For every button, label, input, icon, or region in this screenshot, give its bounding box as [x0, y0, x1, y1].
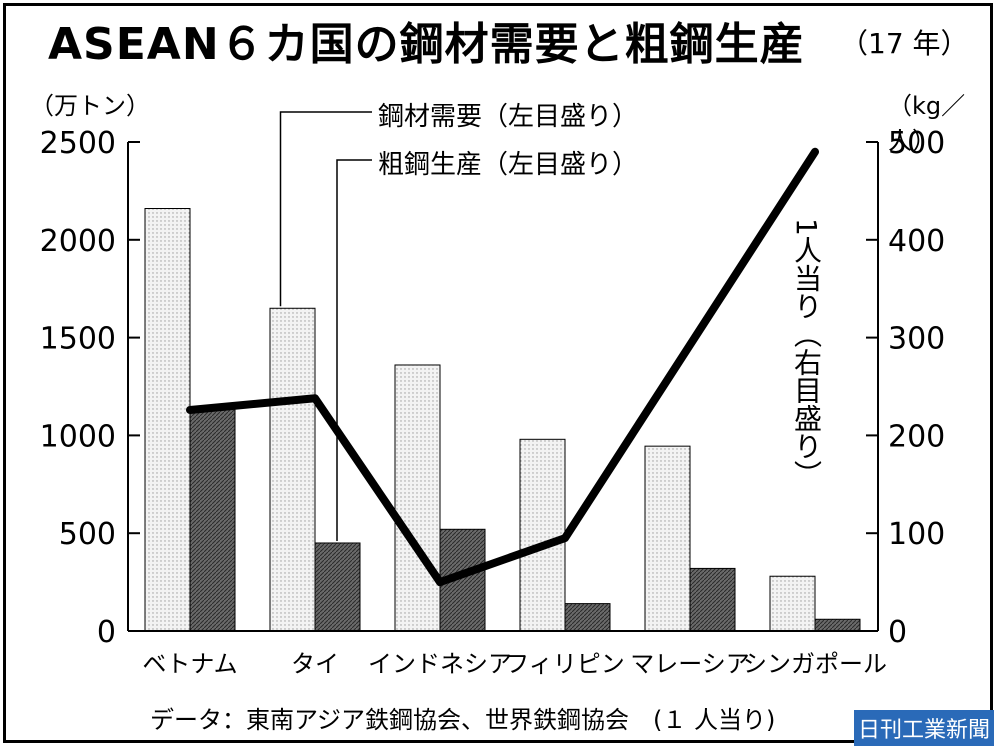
x-tick-label-2: インドネシア — [368, 650, 512, 678]
bar-demand-1 — [269, 307, 316, 632]
bar-production-5 — [814, 618, 861, 632]
bar-demand-3 — [519, 438, 566, 632]
publisher-credit: 日刊工業新聞 — [853, 710, 994, 746]
bar-production-4 — [689, 567, 736, 632]
left-tick-label-4: 2000 — [40, 224, 116, 259]
per-capita-line — [186, 147, 819, 587]
bar-demand-4 — [644, 445, 691, 632]
line-series-label: 1人当り（右目盛り） — [790, 218, 823, 488]
right-tick-label-0: 0 — [888, 615, 907, 650]
legend-production-leader — [336, 159, 372, 541]
right-tick-label-5: 500 — [888, 126, 945, 161]
x-tick-label-3: フィリピン — [505, 650, 625, 678]
bar-demand-0 — [144, 208, 191, 632]
left-tick-label-2: 1000 — [40, 419, 116, 454]
bar-demand-2 — [394, 364, 441, 632]
source-note: データ：東南アジア鉄鋼協会、世界鉄鋼協会 (１ 人当り) — [150, 706, 776, 734]
left-tick-label-3: 1500 — [40, 322, 116, 357]
bar-production-2 — [439, 528, 486, 632]
chart-title-note: （17 年） — [840, 27, 969, 60]
x-tick-label-5: シンガポール — [743, 650, 887, 678]
legend-demand-leader — [279, 111, 372, 307]
bar-production-1 — [314, 542, 361, 632]
right-axis-unit: （kg／人） — [888, 92, 966, 155]
left-tick-label-5: 2500 — [40, 126, 116, 161]
right-tick-label-1: 100 — [888, 517, 945, 552]
x-tick-label-0: ベトナム — [142, 650, 237, 678]
right-tick-label-4: 400 — [888, 224, 945, 259]
bar-demand-5 — [769, 575, 816, 632]
bar-production-0 — [189, 407, 236, 632]
right-tick-label-3: 300 — [888, 322, 945, 357]
bar-production-3 — [564, 603, 611, 632]
left-axis-unit: （万トン） — [30, 92, 150, 120]
left-tick-label-1: 500 — [59, 517, 116, 552]
left-tick-label-0: 0 — [97, 615, 116, 650]
x-tick-label-4: マレーシア — [630, 650, 750, 678]
legend-demand-label: 鋼材需要（左目盛り） — [378, 102, 639, 132]
right-tick-label-2: 200 — [888, 419, 945, 454]
chart-title: ASEAN６カ国の鋼材需要と粗鋼生産 — [48, 19, 805, 70]
x-tick-label-1: タイ — [291, 650, 339, 678]
legend-production-label: 粗鋼生産（左目盛り） — [378, 150, 639, 180]
